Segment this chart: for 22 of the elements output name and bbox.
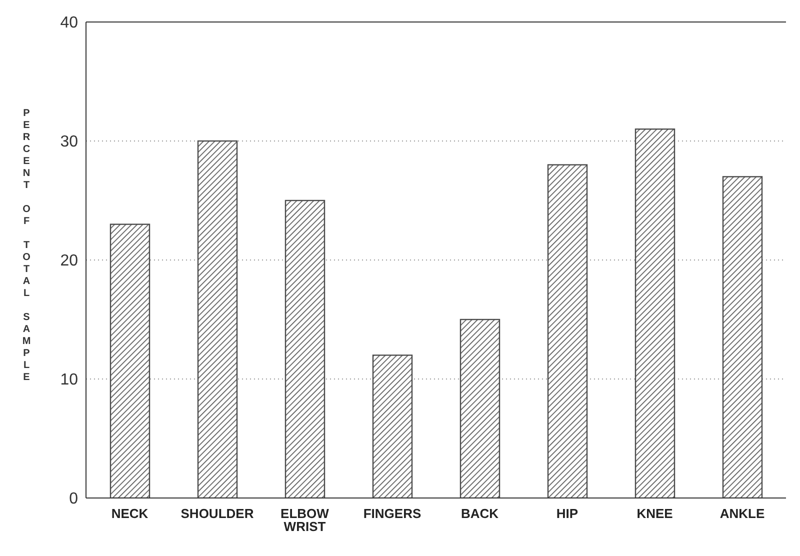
x-tick-label: ANKLE	[720, 506, 765, 521]
y-axis-title: PERCENT OF TOTAL SAMPLE	[20, 108, 32, 384]
x-tick-label: ELBOW WRIST	[280, 506, 330, 534]
x-tick-label: BACK	[460, 506, 500, 521]
y-tick-label: 10	[60, 372, 78, 389]
x-tick-label: NECK	[111, 506, 149, 521]
bar	[284, 200, 326, 498]
x-tick-label: SHOULDER	[180, 506, 254, 521]
x-tick-label: HIP	[556, 506, 578, 521]
bar	[372, 354, 413, 498]
y-tick-label: 30	[60, 134, 78, 151]
y-tick-label: 20	[60, 252, 78, 270]
x-tick-label: KNEE	[636, 506, 674, 521]
y-tick-label: 0	[69, 490, 78, 508]
x-tick-label: FINGERS	[363, 506, 422, 521]
bar	[110, 224, 150, 498]
bar	[197, 140, 238, 498]
bar	[547, 164, 588, 498]
y-tick-label: 40	[60, 14, 78, 32]
bar	[460, 318, 500, 498]
bar	[722, 176, 763, 498]
bar	[634, 128, 676, 498]
